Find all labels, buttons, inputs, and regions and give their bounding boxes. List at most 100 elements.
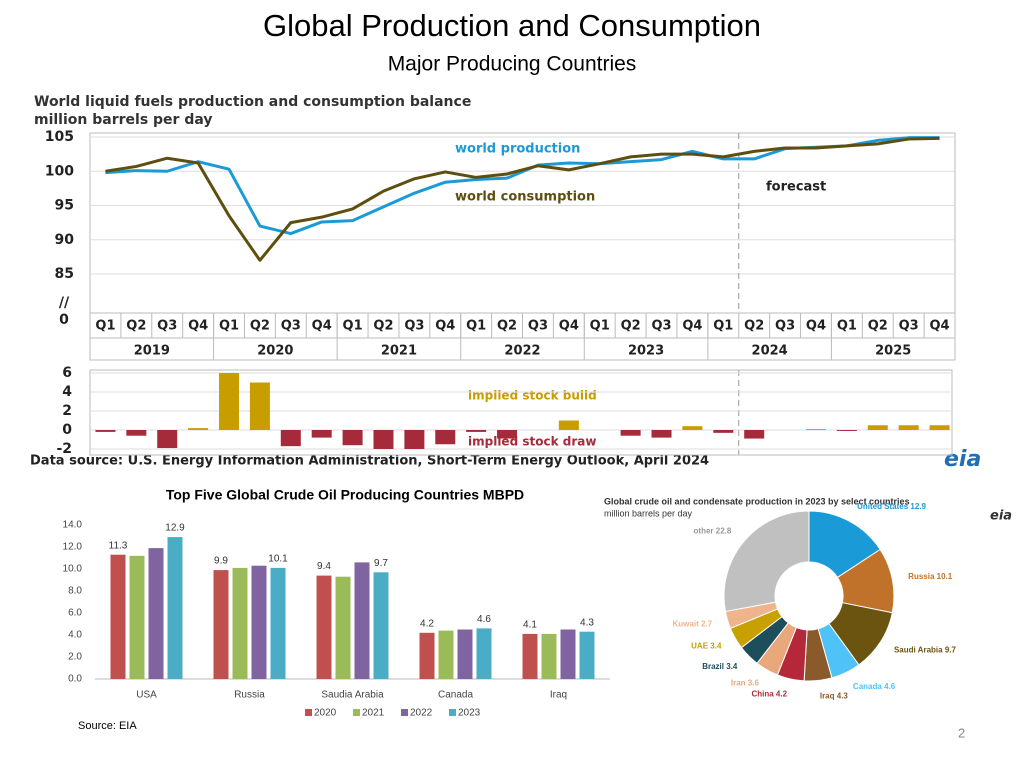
x-tick-label: Saudia Arabia [321, 690, 384, 701]
y-tick-label: 90 [55, 232, 75, 248]
data-label: 4.3 [580, 617, 594, 628]
bar [713, 430, 734, 433]
x-tick-label: Q4 [188, 319, 208, 334]
source-note: Source: EIA [78, 720, 137, 732]
slice-label: other 22.8 [694, 527, 732, 536]
bar [744, 430, 765, 439]
slice-label: UAE 3.4 [691, 641, 722, 650]
bar [558, 420, 579, 430]
chart-title: Top Five Global Crude Oil Producing Coun… [166, 487, 524, 503]
slice-label: Kuwait 2.7 [673, 620, 713, 629]
legend-swatch [353, 709, 360, 716]
slice-name: Saudi Arabia [894, 646, 943, 655]
x-tick-label: Q2 [250, 319, 270, 334]
y-tick-label: -2 [56, 441, 72, 457]
bar [167, 537, 183, 679]
bar [476, 628, 492, 679]
legend-label: 2020 [314, 708, 337, 719]
y-tick-label: 0 [62, 422, 72, 438]
y-tick-label: 12.0 [63, 542, 83, 553]
slice-label: Russia 10.1 [908, 572, 953, 581]
slice-value: 22.8 [716, 527, 732, 536]
y-tick-label: 10.0 [63, 564, 83, 575]
x-tick-label: Q1 [219, 319, 239, 334]
bar [213, 570, 229, 679]
data-label: 4.1 [523, 620, 537, 631]
slice-value: 10.1 [937, 572, 953, 581]
bar [805, 429, 826, 430]
bar [354, 562, 370, 679]
slice-name: Iraq [820, 692, 835, 701]
slice-value: 4.2 [776, 690, 788, 699]
slice-value: 4.6 [884, 682, 896, 691]
chart-title: World liquid fuels production and consum… [34, 94, 471, 110]
x-tick-label: Q4 [806, 319, 826, 334]
x-tick-label: Q3 [775, 319, 795, 334]
y-tick-label: 105 [45, 129, 74, 145]
bar [929, 425, 950, 430]
slice-value: 3.6 [748, 679, 760, 688]
x-tick-label: Q3 [281, 319, 301, 334]
bar [157, 430, 178, 449]
x-tick-label: Q4 [559, 319, 579, 334]
slide-subtitle: Major Producing Countries [388, 53, 637, 76]
x-tick-label: Q1 [466, 319, 486, 334]
year-label: 2025 [875, 344, 911, 359]
y-tick-label: 4 [62, 384, 72, 400]
donut-slice [723, 510, 810, 613]
legend-label: 2021 [362, 708, 385, 719]
legend-swatch [305, 709, 312, 716]
slice-name: Russia [908, 572, 935, 581]
chart-subtitle: million barrels per day [34, 112, 212, 128]
data-label: 9.4 [317, 561, 331, 572]
slice-label: China 4.2 [751, 690, 787, 699]
bar [335, 576, 351, 679]
bar [404, 430, 425, 449]
bar [249, 382, 270, 430]
chart-subtitle: million barrels per day [604, 508, 693, 518]
slide-title: Global Production and Consumption [263, 8, 761, 43]
x-tick-label: Iraq [550, 690, 567, 701]
y-tick-label: 0 [59, 312, 69, 328]
series-label: world production [455, 142, 580, 157]
x-tick-label: Q2 [126, 319, 146, 334]
y-tick-label: 4.0 [68, 630, 82, 641]
data-label: 9.7 [374, 558, 388, 569]
x-tick-label: Q4 [929, 319, 949, 334]
legend-swatch [449, 709, 456, 716]
bar [219, 373, 240, 430]
slice-name: United States [857, 502, 909, 511]
axis-break: // [59, 295, 70, 311]
slice-value: 2.7 [701, 620, 713, 629]
x-tick-label: Q4 [435, 319, 455, 334]
year-label: 2021 [381, 344, 417, 359]
x-tick-label: Q2 [744, 319, 764, 334]
bar [373, 430, 394, 449]
slice-value: 4.3 [837, 692, 849, 701]
slice-value: 3.4 [710, 641, 722, 650]
x-tick-label: Q1 [95, 319, 115, 334]
plot-frame [89, 132, 956, 361]
legend-label: 2022 [410, 708, 433, 719]
bar [280, 430, 301, 447]
bar [311, 430, 332, 438]
bar [682, 426, 703, 430]
bar [836, 430, 857, 431]
year-label: 2024 [752, 344, 788, 359]
slice-name: China [751, 690, 774, 699]
slice-value: 9.7 [945, 646, 957, 655]
bar [438, 630, 454, 679]
y-tick-label: 6.0 [68, 608, 82, 619]
bar [457, 629, 473, 679]
bar [560, 629, 576, 679]
y-tick-label: 6 [62, 365, 72, 381]
year-label: 2019 [134, 344, 170, 359]
year-label: 2020 [257, 344, 293, 359]
x-tick-label: Q1 [343, 319, 363, 334]
data-label: 11.3 [109, 540, 128, 551]
source-note: Data source: U.S. Energy Information Adm… [30, 454, 709, 469]
bar [148, 548, 164, 679]
slice-name: Kuwait [673, 620, 700, 629]
legend-label: 2023 [458, 708, 481, 719]
